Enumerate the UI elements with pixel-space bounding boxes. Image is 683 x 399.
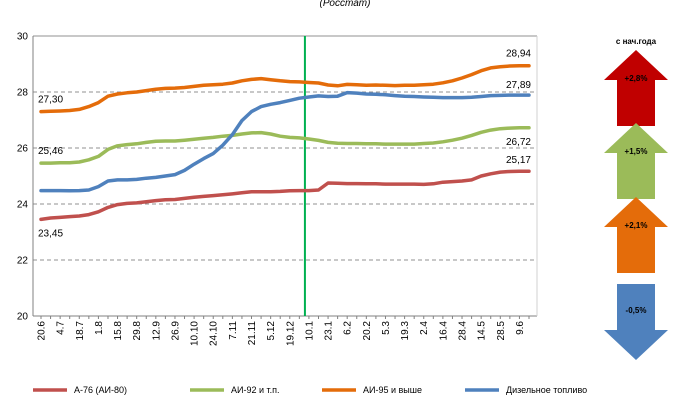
change-arrows: с нач.года +2,8% +1,5% +2,1% -0,5%: [604, 37, 668, 360]
x-axis-ticks: 20.6 4.7 18.7 1.8 15.8 29.8 12.9 26.9 10.10 24.10…: [37, 316, 530, 346]
y-tick-label: 24: [17, 200, 29, 211]
legend-label: АИ-92 и т.п.: [231, 385, 280, 395]
x-tick-label: 15.8: [113, 321, 124, 341]
y-tick-label: 28: [17, 88, 29, 99]
arrows-header: с нач.года: [616, 37, 657, 46]
x-tick-label: 5.12: [266, 321, 277, 341]
x-tick-label: 21.11: [247, 321, 258, 346]
x-tick-label: 7.11: [228, 321, 239, 340]
x-tick-label: 19.12: [285, 321, 296, 346]
arrow-up-icon: [604, 123, 668, 199]
start-value-label: 25,46: [38, 146, 63, 157]
x-tick-label: 16.4: [438, 321, 449, 341]
series-lines: [39, 63, 531, 222]
legend-label: Дизельное топливо: [506, 385, 587, 395]
end-value-label: 25,17: [506, 155, 531, 166]
x-tick-label: 2.4: [419, 321, 430, 335]
y-tick-label: 30: [17, 32, 29, 43]
source-note: (Росстат): [320, 0, 371, 9]
end-value-label: 26,72: [506, 137, 531, 148]
x-tick-label: 4.7: [56, 321, 67, 335]
end-value-label: 28,94: [506, 49, 531, 60]
x-tick-label: 12.9: [151, 321, 162, 341]
series-line-3: [39, 63, 531, 114]
arrow-change-label: +2,1%: [625, 221, 648, 230]
y-tick-label: 22: [17, 256, 29, 267]
start-value-label: 23,45: [38, 228, 63, 239]
x-tick-label: 10.1: [304, 321, 315, 341]
y-axis-ticks: 20 22 24 26 28 30: [17, 32, 29, 323]
start-value-label: 27,30: [38, 95, 63, 106]
x-tick-label: 6.2: [343, 321, 354, 335]
x-tick-label: 20.2: [362, 321, 373, 341]
x-tick-label: 23.1: [324, 321, 335, 341]
x-tick-label: 10.10: [190, 321, 201, 346]
legend-label: А-76 (АИ-80): [74, 385, 127, 395]
y-tick-label: 20: [17, 312, 29, 323]
arrow-up-icon: [604, 197, 668, 273]
legend-label: АИ-95 и выше: [363, 385, 422, 395]
x-tick-label: 14.5: [477, 321, 488, 341]
x-tick-label: 9.6: [515, 321, 526, 335]
x-tick-label: 26.9: [170, 321, 181, 341]
x-tick-label: 1.8: [94, 321, 105, 335]
x-tick-label: 29.8: [132, 321, 143, 341]
arrow-change-label: +1,5%: [625, 147, 648, 156]
x-tick-label: 28.4: [458, 321, 469, 341]
x-tick-label: 24.10: [209, 321, 220, 346]
data-labels: 23,45 25,17 25,46 26,72 27,30 28,94 27,89: [38, 49, 531, 240]
series-line-4: [39, 90, 531, 193]
x-tick-label: 5.3: [381, 321, 392, 335]
legend: А-76 (АИ-80) АИ-92 и т.п. АИ-95 и выше Дизе…: [33, 385, 587, 395]
series-line-1: [39, 169, 531, 222]
x-tick-label: 28.5: [496, 321, 507, 341]
y-tick-label: 26: [17, 144, 29, 155]
arrow-down-icon: [604, 284, 668, 360]
series-line-2: [39, 126, 531, 165]
x-tick-label: 19.3: [400, 321, 411, 341]
x-tick-label: 20.6: [37, 321, 48, 341]
arrow-change-label: +2,8%: [625, 74, 648, 83]
arrow-up-icon: [604, 50, 668, 126]
end-value-label: 27,89: [506, 80, 531, 91]
x-tick-label: 18.7: [75, 321, 86, 341]
arrow-change-label: -0,5%: [626, 306, 647, 315]
